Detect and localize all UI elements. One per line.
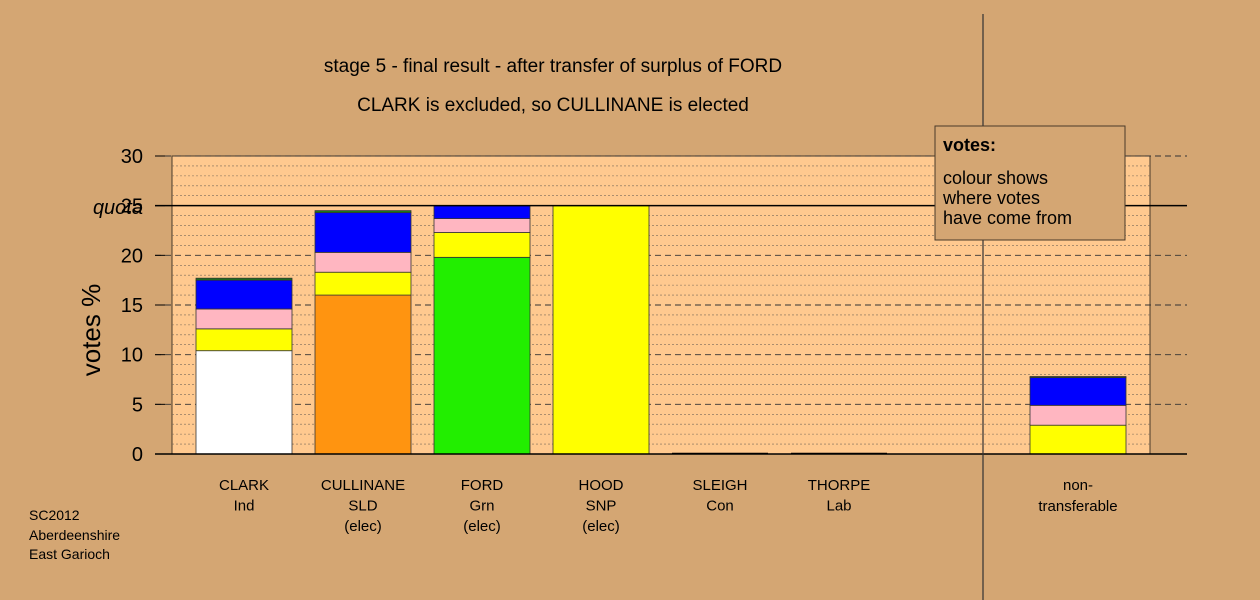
x-tick-labels: CLARKIndCULLINANESLD(elec)FORDGrn(elec)H… [219, 477, 1118, 535]
x-label-line: non- [1063, 477, 1093, 494]
x-label-cullinane: CULLINANE SLD (elec) [321, 477, 405, 535]
x-label-name: FORD [461, 477, 504, 494]
x-label-name: THORPE [808, 477, 871, 494]
footer-line: Aberdeenshire [29, 527, 120, 543]
x-label-nontransferable: non-transferable [1038, 477, 1117, 515]
x-label-name: HOOD [579, 477, 624, 494]
x-label-name: SLEIGH [692, 477, 747, 494]
footer-note: SC2012 Aberdeenshire East Garioch [29, 507, 120, 562]
x-label-party: Ind [234, 498, 255, 515]
bar-cullinane-segment-2 [314, 251, 412, 273]
x-label-status: (elec) [344, 518, 382, 535]
x-label-ford: FORD Grn (elec) [461, 477, 504, 535]
x-label-hood: HOOD SNP (elec) [579, 477, 624, 535]
bar-cullinane-segment-0 [314, 294, 412, 455]
x-label-name: CULLINANE [321, 477, 405, 494]
x-label-status: (elec) [582, 518, 620, 535]
legend-line: where votes [942, 188, 1040, 208]
bar-clark-segment-1 [195, 328, 293, 352]
bar-clark-segment-0 [195, 350, 293, 455]
bar-ford-segment-1 [433, 232, 531, 258]
bar-hood-segment-0 [552, 205, 650, 455]
x-label-party: Lab [826, 498, 851, 515]
x-label-line: transferable [1038, 498, 1117, 515]
bar-nontransferable-segment-2 [1029, 377, 1127, 406]
chart-subtitle: CLARK is excluded, so CULLINANE is elect… [357, 95, 749, 116]
x-label-clark: CLARK Ind [219, 477, 269, 515]
footer-line: East Garioch [29, 546, 110, 562]
legend-box [934, 125, 1126, 241]
y-tick-label: 5 [132, 394, 143, 416]
bar-cullinane-segment-4 [314, 210, 412, 214]
legend: votes: colour shows where votes have com… [934, 125, 1126, 241]
bar-nontransferable-segment-3 [1029, 376, 1127, 378]
legend-line: colour shows [943, 168, 1048, 188]
y-tick-label: 0 [132, 444, 143, 466]
bar-ford-segment-0 [433, 256, 531, 455]
x-label-party: Con [706, 498, 734, 515]
x-label-thorpe: THORPE Lab [808, 477, 871, 515]
x-label-status: (elec) [463, 518, 501, 535]
y-tick-label: 30 [121, 146, 143, 168]
bar-cullinane-segment-3 [314, 212, 412, 253]
bar-ford-segment-2 [433, 218, 531, 233]
y-tick-label: 25 [121, 196, 143, 218]
x-label-party: SNP [586, 498, 617, 515]
chart-title: stage 5 - final result - after transfer … [324, 56, 782, 77]
bar-series [195, 205, 1127, 455]
bar-cullinane-segment-1 [314, 271, 412, 296]
legend-line: have come from [943, 208, 1072, 228]
bar-nontransferable-segment-1 [1029, 404, 1127, 426]
footer-line: SC2012 [29, 507, 80, 523]
bar-nontransferable-segment-0 [1029, 424, 1127, 455]
quota-label: quota [93, 197, 143, 219]
x-label-name: CLARK [219, 477, 269, 494]
bar-ford-segment-3 [433, 205, 531, 219]
x-label-party: Grn [469, 498, 494, 515]
y-tick-label: 20 [121, 245, 143, 267]
y-tick-label: 15 [121, 295, 143, 317]
x-label-sleigh: SLEIGH Con [692, 477, 747, 515]
y-axis-label: votes % [76, 284, 106, 377]
legend-title: votes: [943, 135, 996, 155]
bar-clark-segment-4 [195, 277, 293, 281]
y-tick-labels: 0 5 10 15 20 25 30 [121, 146, 143, 466]
bar-clark-segment-2 [195, 308, 293, 330]
bar-clark-segment-3 [195, 279, 293, 310]
x-label-party: SLD [348, 498, 377, 515]
y-tick-label: 10 [121, 345, 143, 367]
